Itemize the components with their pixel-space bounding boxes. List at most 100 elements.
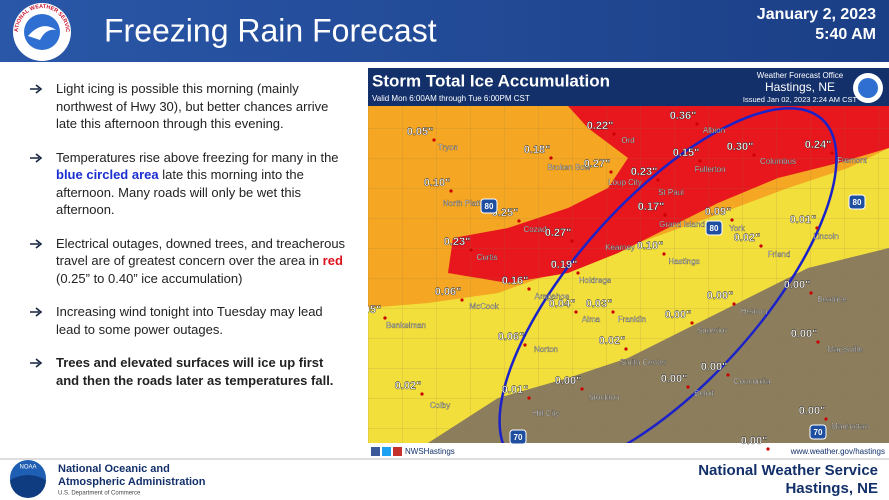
town-label: Alma — [582, 315, 601, 324]
ice-amount: 0.03" — [586, 298, 613, 310]
ice-amount: 0.19" — [551, 259, 578, 271]
bullet: Increasing wind tonight into Tuesday may… — [30, 303, 348, 338]
interstate-label: 80 — [853, 198, 862, 207]
interstate-shield — [705, 220, 723, 236]
amount-dot — [695, 122, 699, 126]
ice-amount: 0.36" — [670, 110, 697, 122]
interstate-label: 80 — [710, 224, 719, 233]
town-label: Grand Island — [659, 220, 705, 229]
map-footer — [368, 443, 889, 460]
header: NATIONAL WEATHER SERVICE Freezing Rain F… — [0, 0, 889, 62]
town-label: York — [729, 224, 746, 233]
town-label: Kearney — [605, 243, 635, 252]
interstate-shield — [480, 198, 498, 214]
town-label: Albion — [703, 126, 725, 135]
ice-amount: 0.04" — [549, 298, 576, 310]
town-label: Beloit — [694, 389, 715, 398]
amount-dot — [420, 392, 424, 396]
amount-dot — [815, 226, 819, 230]
amount-dot — [732, 302, 736, 306]
map-header — [368, 68, 889, 106]
town-label: Beatrice — [817, 295, 847, 304]
ice-amount: 0.00" — [555, 375, 582, 387]
bullet-arrow — [30, 307, 43, 317]
time: 5:40 AM — [815, 26, 876, 43]
website: www.weather.gov/hastings — [790, 447, 885, 456]
amount-dot — [570, 239, 574, 243]
town-label: Smith Center — [620, 358, 667, 367]
town-label: Loup City — [608, 178, 642, 187]
town-label: Manhattan — [831, 422, 869, 431]
amount-dot — [759, 244, 763, 248]
town-label: Marysville — [827, 345, 863, 354]
social: NWSHastings — [405, 447, 455, 456]
amount-dot — [580, 387, 584, 391]
ice-amount: 0.00" — [701, 361, 728, 373]
ice-amount: 0.00" — [784, 279, 811, 291]
ice-amount: 0.22" — [587, 120, 614, 132]
ice-amount: 0.24" — [805, 139, 832, 151]
amount-dot — [726, 373, 730, 377]
bullet-arrow — [30, 152, 43, 163]
amount-dot — [517, 219, 521, 223]
bullet-arrow — [30, 238, 43, 249]
agency-line: National Oceanic and — [58, 463, 170, 475]
bullet-arrow — [30, 84, 43, 94]
issued: Issued Jan 02, 2023 2:24 AM CST — [743, 95, 858, 104]
amount-dot — [662, 252, 666, 256]
amount-dot — [449, 189, 453, 193]
office: Hastings, NE — [765, 80, 835, 94]
town-label: Curtis — [477, 253, 498, 262]
ice-amount: 0.05" — [407, 126, 434, 138]
bullet-arrow — [30, 358, 43, 368]
map-title: Storm Total Ice Accumulation — [372, 71, 610, 90]
town-label: Tryon — [438, 143, 458, 152]
town-label: North Platte — [443, 199, 486, 208]
amount-dot — [816, 340, 820, 344]
agency-line: Atmospheric Administration — [58, 476, 206, 488]
amount-dot — [730, 218, 734, 222]
interstate-label: 80 — [485, 202, 494, 211]
interstate-label: 70 — [814, 428, 823, 437]
footer: NOAA National Oceanic and Atmospheric Ad… — [0, 458, 889, 498]
amount-dot — [624, 347, 628, 351]
header-band — [0, 0, 889, 62]
ice-amount: 0.00" — [707, 290, 734, 302]
map-valid: Valid Mon 6:00AM through Tue 6:00PM CST — [372, 94, 530, 103]
ice-amount: 0.00" — [791, 328, 818, 340]
town-label: Ord — [621, 136, 634, 145]
noaa-logo-text: NOAA — [19, 465, 36, 471]
amount-dot — [752, 153, 756, 157]
amount-dot — [830, 151, 834, 155]
office-label: Weather Forecast Office — [757, 71, 844, 80]
bullet: Trees and elevated surfaces will ice up … — [30, 354, 348, 389]
bullet-list: Light icing is possible this morning (ma… — [30, 80, 348, 405]
ice-amount: 0.06" — [498, 331, 525, 343]
amount-dot — [698, 159, 702, 163]
ice-amount: 0.00" — [665, 309, 692, 321]
town-label: Arapahoe — [535, 292, 570, 301]
nws-office: Hastings, NE — [785, 480, 878, 497]
amount-dot — [527, 396, 531, 400]
ice-amount: 0.09" — [705, 206, 732, 218]
town-label: St Paul — [658, 188, 684, 197]
ice-amount: 0.01" — [502, 384, 529, 396]
bullet: Light icing is possible this morning (ma… — [30, 80, 348, 133]
ice-amount: 0.23" — [444, 236, 471, 248]
amount-dot — [609, 170, 613, 174]
amount-dot — [469, 248, 473, 252]
ice-amount: .05" — [368, 304, 381, 316]
town-label: Fullerton — [694, 165, 725, 174]
town-label: Concordia — [734, 377, 771, 386]
slide-title: Freezing Rain Forecast — [104, 12, 437, 48]
ice-amount: 0.02" — [734, 232, 761, 244]
amount-dot — [663, 213, 667, 217]
town-label: Hastings — [668, 257, 699, 266]
warm-area-circle — [498, 107, 838, 460]
ice-amount: 0.27" — [584, 158, 611, 170]
amount-dot — [809, 291, 813, 295]
amount-dot — [460, 298, 464, 302]
department: U.S. Department of Commerce — [58, 491, 141, 497]
amount-dot — [383, 316, 387, 320]
amount-dot — [527, 287, 531, 291]
